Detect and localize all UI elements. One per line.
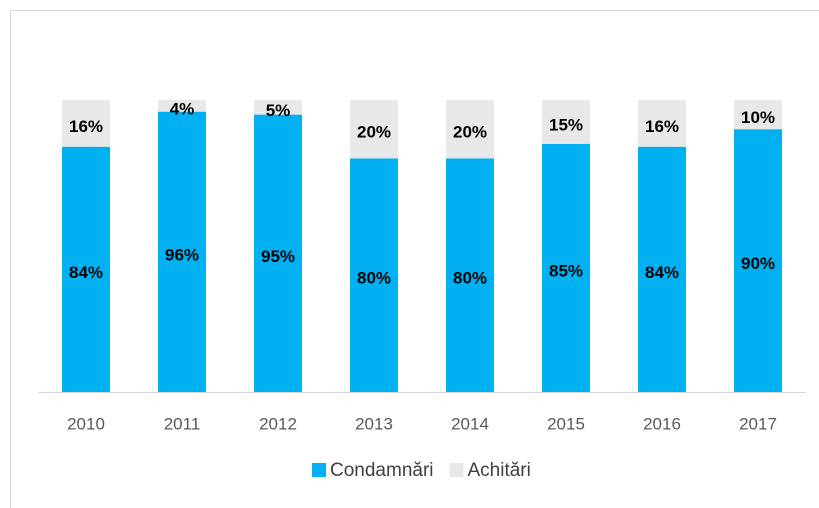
data-label: 95%: [261, 247, 295, 266]
data-label: 84%: [69, 263, 103, 282]
legend-swatch: [449, 463, 464, 477]
data-label: 16%: [69, 117, 103, 136]
bar-segment: [62, 100, 110, 147]
x-tick-label: 2012: [259, 414, 297, 433]
chart-border: [10, 10, 819, 508]
x-tick-label: 2014: [451, 414, 489, 433]
legend-label: Achitări: [468, 460, 531, 481]
data-label: 84%: [645, 263, 679, 282]
legend-swatch: [312, 463, 326, 477]
bar-segment: [542, 143, 590, 392]
data-label: 20%: [453, 123, 487, 142]
bar-segment: [254, 114, 302, 392]
data-label: 4%: [170, 99, 195, 118]
bar-segment: [350, 158, 398, 392]
bar-segment: [158, 111, 206, 393]
bar-segment: [734, 100, 782, 130]
data-label: 80%: [357, 269, 391, 288]
data-label: 16%: [645, 117, 679, 136]
bar-segment: [254, 100, 302, 115]
data-label: 10%: [741, 108, 775, 127]
bar-segment: [446, 158, 494, 392]
bar-segment: [638, 100, 686, 147]
data-label: 80%: [453, 269, 487, 288]
x-tick-label: 2011: [164, 414, 201, 433]
x-tick-label: 2010: [67, 414, 105, 433]
data-label: 5%: [266, 101, 291, 120]
legend-label: Condamnări: [330, 460, 434, 481]
bar-segment: [446, 100, 494, 159]
data-label: 90%: [741, 254, 775, 273]
bar-segment: [542, 100, 590, 144]
x-tick-label: 2015: [547, 414, 585, 433]
bar-segment: [734, 129, 782, 392]
data-label: 96%: [165, 245, 199, 264]
bar-segment: [158, 100, 206, 112]
data-label: 20%: [357, 123, 391, 142]
data-label: 15%: [549, 115, 583, 134]
x-tick-label: 2016: [643, 414, 681, 433]
bar-segment: [638, 146, 686, 392]
data-label: 85%: [549, 261, 583, 280]
bar-segment: [62, 146, 110, 392]
x-tick-label: 2017: [739, 414, 777, 433]
bar-segment: [350, 100, 398, 159]
x-tick-label: 2013: [355, 414, 393, 433]
